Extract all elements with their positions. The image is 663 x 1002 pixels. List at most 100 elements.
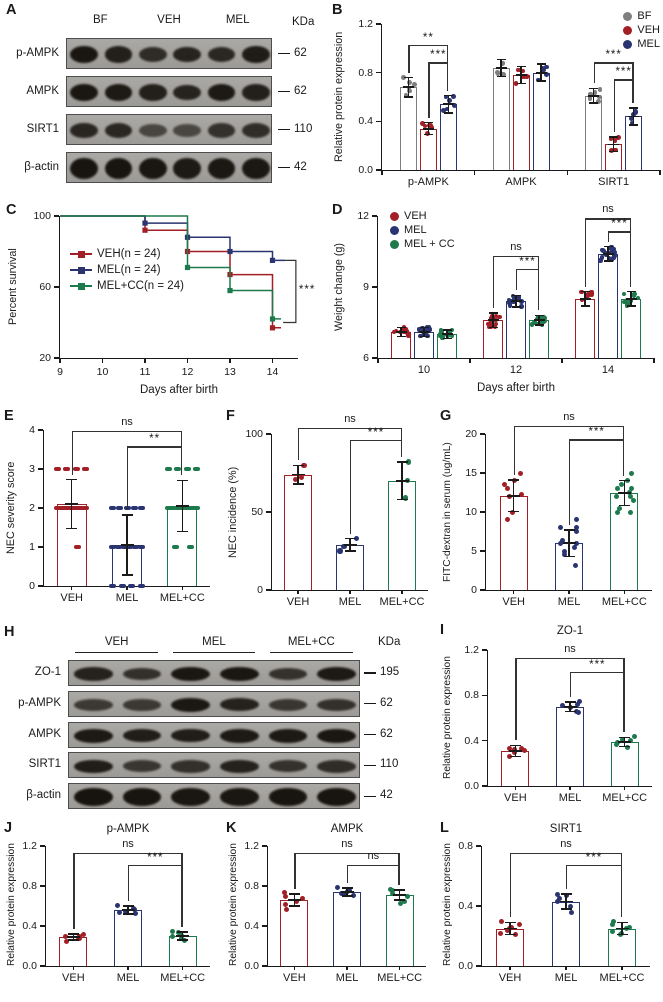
lane-group-label: BF	[92, 14, 108, 26]
data-point	[405, 330, 410, 336]
y-tick	[37, 507, 43, 509]
sig-bracket	[283, 259, 297, 324]
data-point	[117, 909, 123, 915]
data-point	[574, 540, 580, 546]
bar-chart-nec-incidence: 0 50 100 VEH MEL MEL+CC ns *** NEC incidence (%)	[226, 408, 438, 622]
data-point	[498, 930, 504, 936]
x-tick	[70, 586, 73, 590]
error-cap-bottom	[66, 527, 78, 530]
data-point	[614, 509, 620, 515]
panel-b: B 0.0 0.4 0.8 1.2 p-AMPK AMPK SIRT1 ** *** *** ***…	[332, 2, 662, 200]
error-cap-top	[396, 326, 406, 328]
legend-square	[77, 250, 85, 258]
error-cap-top	[609, 136, 619, 138]
blot-strip	[66, 152, 272, 183]
survival-marker	[227, 287, 233, 294]
x-tick	[126, 586, 128, 590]
mean-line	[287, 899, 301, 901]
sig-bracket-drop	[585, 218, 587, 287]
sig-bracket-drop	[71, 430, 73, 475]
protein-band	[73, 699, 113, 711]
data-point	[403, 327, 409, 332]
legend-item: VEH(n = 24)	[70, 248, 184, 260]
x-category-label: MEL+CC	[159, 592, 205, 604]
mean-line	[503, 927, 517, 930]
legend: VEH MEL MEL + CC	[390, 210, 455, 250]
lane-group-underline	[75, 652, 159, 654]
y-tick-label: 0.4	[22, 920, 37, 932]
protein-band	[242, 84, 270, 101]
y-tick-label: 9	[363, 281, 369, 293]
error-cap-bottom	[564, 710, 576, 712]
legend-label: MEL	[404, 224, 427, 236]
data-point	[505, 927, 511, 933]
western-blot-h: VEH MEL MEL+CC KDa ZO-1 195 p-AMPK 62 AMPK 62 SIRT…	[4, 624, 438, 820]
data-point	[614, 741, 620, 747]
data-point	[557, 896, 563, 901]
error-cap-bottom	[626, 305, 636, 307]
error-cap-top	[419, 326, 429, 328]
sig-bracket-drop	[73, 853, 75, 929]
data-point	[519, 304, 524, 309]
sig-bracket-drop	[608, 231, 610, 242]
data-point	[401, 75, 407, 81]
x-tick	[59, 358, 61, 363]
data-point	[438, 333, 443, 339]
y-tick	[37, 429, 43, 431]
protein-band	[70, 122, 98, 139]
data-point	[610, 929, 615, 934]
legend-marker	[70, 282, 92, 291]
data-point	[500, 60, 506, 66]
y-tick	[265, 433, 271, 435]
protein-band	[104, 84, 133, 101]
sig-bracket-bar	[593, 62, 634, 64]
survival-marker	[142, 227, 148, 233]
data-point	[123, 908, 129, 914]
error-cap-top	[176, 479, 188, 481]
mean-line	[175, 505, 189, 507]
kda-header: KDa	[378, 636, 401, 648]
data-point	[183, 506, 191, 510]
bar	[556, 706, 584, 786]
sig-bracket-drop	[493, 256, 495, 309]
mean-line	[442, 103, 454, 106]
data-point	[406, 333, 411, 338]
mean-line	[422, 127, 434, 130]
data-point	[515, 297, 521, 302]
error-cap-bottom	[396, 336, 406, 338]
mean-line	[395, 479, 409, 482]
data-point	[505, 486, 511, 492]
sig-label: ***	[430, 49, 447, 62]
protein-band	[122, 788, 162, 807]
error-cap-top	[563, 529, 575, 531]
data-point	[597, 87, 603, 92]
protein-band	[219, 698, 259, 712]
data-point	[407, 80, 412, 86]
panel-j-label: J	[4, 820, 13, 836]
data-point	[507, 746, 513, 752]
error-cap-top	[66, 478, 78, 481]
legend-marker-dot	[623, 39, 633, 49]
y-tick-label: 0.8	[244, 880, 259, 892]
data-point	[601, 248, 606, 254]
blot-wrap: VEH MEL MEL+CC KDa ZO-1 195 p-AMPK 62 AMPK 62 SIRT…	[4, 636, 438, 820]
data-point	[619, 482, 624, 488]
y-tick-label: 60	[39, 281, 51, 293]
legend-marker	[70, 250, 92, 259]
x-tick	[621, 966, 623, 970]
data-point	[628, 486, 634, 492]
kda-value: 195	[380, 666, 400, 678]
x-category-label: VEH	[498, 972, 522, 984]
error-cap-bottom	[121, 574, 133, 576]
legend-label: MEL	[637, 38, 660, 50]
legend-label: MEL + CC	[404, 238, 455, 250]
data-point	[447, 97, 453, 103]
data-point	[403, 93, 409, 98]
mean-line	[515, 74, 527, 76]
x-tick	[144, 358, 146, 363]
protein-label: p-AMPK	[18, 696, 61, 709]
y-tick-label: 6	[363, 352, 369, 364]
x-category-label: MEL	[338, 596, 362, 608]
sig-bracket-bar	[569, 439, 625, 441]
mean-line	[563, 705, 577, 708]
